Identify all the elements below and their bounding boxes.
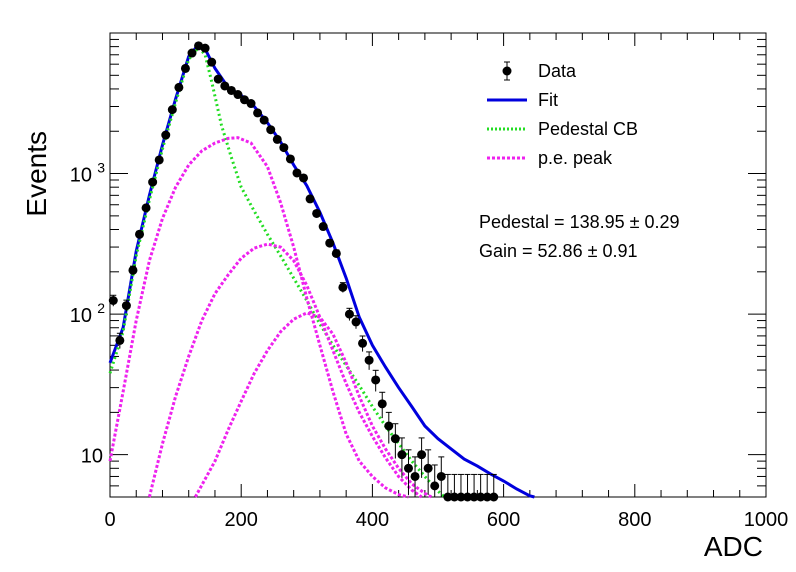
data-point [423, 463, 433, 473]
data-point [253, 108, 263, 118]
axis-ticks [109, 33, 767, 498]
legend-entry: p.e. peak [487, 148, 613, 168]
data-point [358, 338, 368, 348]
data-point [476, 492, 486, 502]
data-point [417, 450, 427, 460]
legend-label: p.e. peak [538, 148, 613, 168]
data-point [377, 399, 387, 409]
data-point [121, 301, 131, 311]
data-point [285, 154, 295, 164]
y-tick-label: 10 [70, 305, 92, 327]
data-point [449, 492, 459, 502]
series-layer [108, 41, 535, 502]
data-point [174, 82, 184, 92]
data-point [161, 130, 171, 140]
data-point [312, 208, 322, 218]
data-point [469, 492, 479, 502]
x-tick-label: 400 [356, 509, 389, 531]
data-point [351, 317, 361, 327]
data-point [331, 248, 341, 258]
data-point [135, 229, 145, 239]
data-point [154, 155, 164, 165]
data-point [259, 115, 269, 125]
y-tick-label-exponent: 3 [97, 160, 105, 176]
data-point [344, 309, 354, 319]
data-point [207, 57, 217, 67]
data-point [115, 335, 125, 345]
data-point [200, 43, 210, 53]
series-line-p-e-peak-2 [147, 242, 423, 499]
data-point [128, 265, 138, 275]
data-point [364, 355, 374, 365]
x-tick-label: 200 [225, 509, 258, 531]
series-line-p-e-peak-1 [108, 136, 409, 499]
y-tick-label: 10 [81, 446, 103, 468]
data-point [239, 95, 249, 105]
x-tick-label: 800 [618, 509, 651, 531]
data-point [456, 492, 466, 502]
y-tick-label: 10 [70, 165, 92, 187]
legend: Data Fit Pedestal CB p.e. peak [487, 61, 638, 168]
data-point [272, 134, 282, 144]
data-point [430, 481, 440, 491]
data-point [410, 471, 420, 481]
data-point [141, 203, 151, 213]
legend-label: Pedestal CB [538, 119, 638, 139]
plot-frame [109, 32, 767, 498]
tick-labels: 0 200 400 600 800 1000 10 2 10 3 10 [70, 160, 789, 531]
x-axis-title: ADC [704, 531, 763, 562]
pedestal-annotation: Pedestal = 138.95 ± 0.29 [479, 212, 680, 232]
data-point [246, 99, 256, 109]
data-point [108, 296, 118, 306]
data-point [325, 238, 335, 248]
data-point [266, 125, 276, 135]
data-point [390, 434, 400, 444]
data-point [148, 177, 158, 187]
legend-label: Data [538, 61, 577, 81]
data-point [489, 492, 499, 502]
gain-annotation: Gain = 52.86 ± 0.91 [479, 241, 638, 261]
legend-swatch-marker [502, 66, 512, 76]
data-point [180, 63, 190, 73]
data-point [167, 105, 177, 115]
data-point [482, 492, 492, 502]
data-point [338, 282, 348, 292]
data-point [371, 375, 381, 385]
x-tick-label: 1000 [744, 509, 789, 531]
data-point [226, 85, 236, 95]
legend-entry: Fit [487, 90, 558, 110]
data-point [443, 492, 453, 502]
data-point [463, 492, 473, 502]
y-axis-title: Events [21, 131, 52, 217]
data-point [299, 173, 309, 183]
x-tick-label: 0 [104, 509, 115, 531]
legend-entry: Data [502, 61, 577, 81]
legend-entry: Pedestal CB [487, 119, 638, 139]
data-point [233, 90, 243, 100]
series-line-p-e-peak-3 [193, 311, 433, 499]
data-point [436, 471, 446, 481]
data-point [318, 222, 328, 232]
y-tick-label-exponent: 2 [97, 300, 105, 316]
data-point [397, 450, 407, 460]
x-tick-label: 600 [487, 509, 520, 531]
series-line-pedestal-cb [108, 45, 446, 499]
legend-label: Fit [538, 90, 558, 110]
data-point [292, 168, 302, 178]
data-point [220, 81, 230, 91]
data-point [305, 194, 315, 204]
plot-area-border [109, 32, 767, 498]
data-point [279, 143, 289, 153]
data-point [187, 48, 197, 58]
data-point [403, 463, 413, 473]
data-point [213, 74, 223, 84]
data-point [384, 421, 394, 431]
